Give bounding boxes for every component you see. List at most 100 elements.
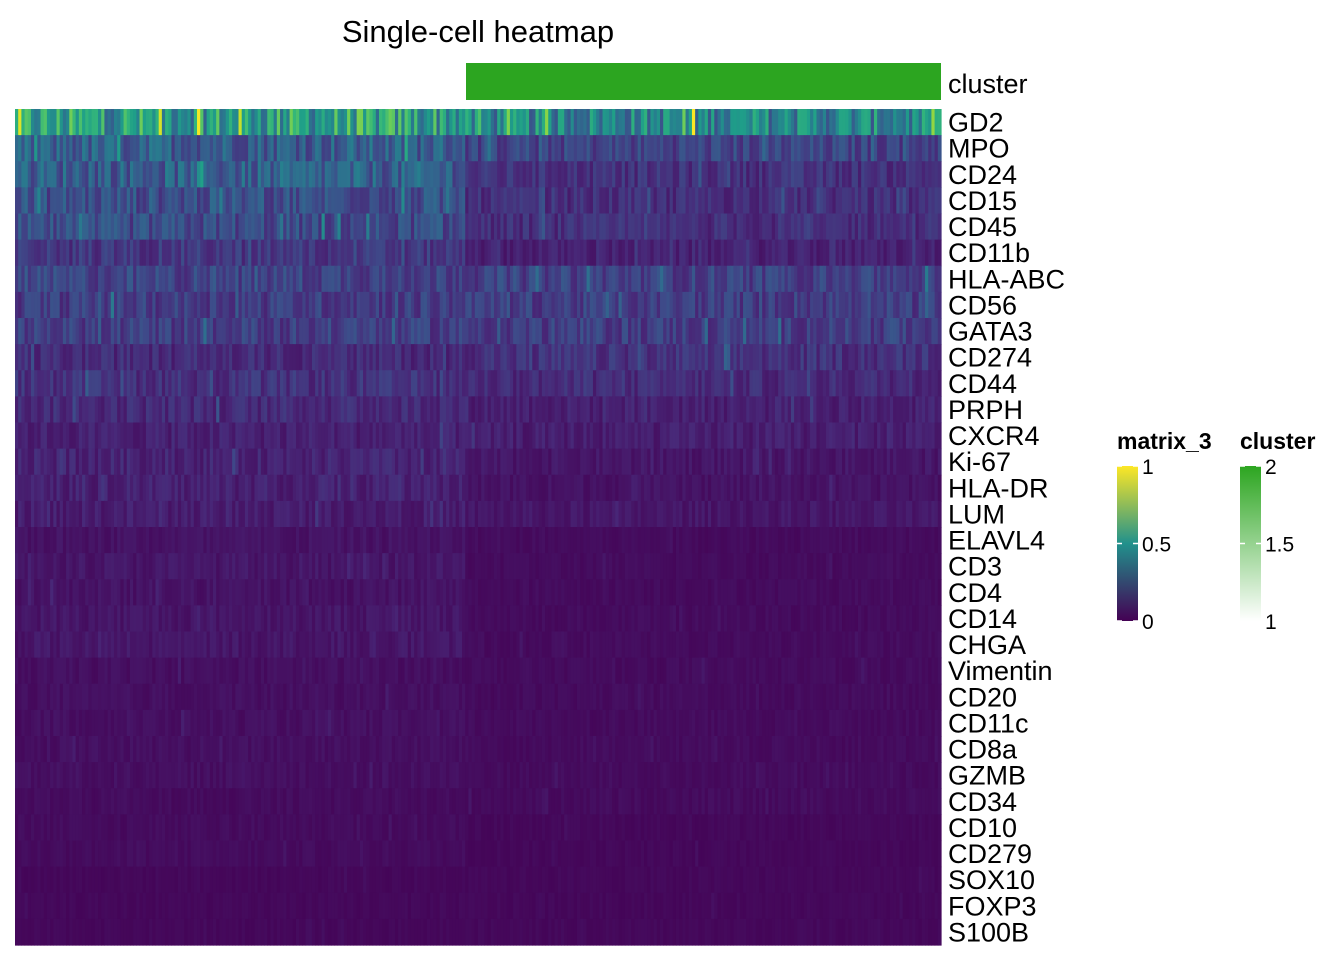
heatmap-cell — [513, 448, 517, 476]
heatmap-cell — [289, 161, 294, 188]
heatmap-cell — [129, 474, 134, 502]
heatmap-cell — [889, 109, 894, 136]
heatmap-cell — [267, 448, 272, 476]
heatmap-cell — [264, 161, 268, 188]
heatmap-cell — [519, 448, 524, 476]
heatmap-cell — [608, 500, 613, 528]
heatmap-cell — [21, 474, 26, 502]
heatmap-cell — [321, 344, 326, 371]
heatmap-cell — [318, 213, 323, 241]
heatmap-cell — [758, 109, 763, 136]
heatmap-cell — [474, 213, 479, 241]
heatmap-cell — [842, 213, 846, 241]
heatmap-cell — [430, 500, 434, 528]
heatmap-cell — [832, 318, 837, 345]
heatmap-cell — [519, 109, 524, 136]
heatmap-cell — [50, 265, 54, 293]
heatmap-cell — [315, 527, 319, 554]
heatmap-cell — [490, 448, 495, 476]
heatmap-cell — [334, 344, 339, 371]
heatmap-cell — [576, 474, 581, 502]
heatmap-cell — [394, 396, 399, 424]
heatmap-cell — [430, 109, 434, 136]
heatmap-cell — [695, 135, 699, 162]
heatmap-cell — [423, 500, 428, 528]
heatmap-cell — [589, 370, 594, 397]
heatmap-cell — [244, 422, 249, 450]
heatmap-cell — [631, 161, 636, 188]
heatmap-cell — [506, 527, 511, 554]
heatmap-cell — [388, 527, 393, 554]
heatmap-cell — [640, 344, 645, 371]
heatmap-cell — [449, 448, 454, 476]
heatmap-cell — [592, 370, 597, 397]
heatmap-cell — [621, 396, 626, 424]
heatmap-cell — [410, 187, 415, 215]
heatmap-cell — [40, 527, 45, 554]
heatmap-cell — [53, 318, 58, 345]
heatmap-cell — [209, 109, 214, 136]
heatmap-cell — [359, 291, 364, 319]
heatmap-cell — [615, 291, 620, 319]
heatmap-cell — [624, 500, 629, 528]
heatmap-cell — [372, 161, 377, 188]
heatmap-cell — [366, 239, 371, 267]
heatmap-cell — [46, 370, 51, 397]
heatmap-cell — [126, 527, 131, 554]
heatmap-cell — [752, 422, 757, 450]
heatmap-cell — [113, 187, 118, 215]
heatmap-cell — [608, 448, 613, 476]
heatmap-cell — [618, 135, 623, 162]
heatmap-cell — [98, 344, 102, 371]
heatmap-cell — [921, 370, 926, 397]
heatmap-cell — [315, 213, 319, 241]
heatmap-cell — [474, 474, 479, 502]
heatmap-cell — [551, 422, 556, 450]
heatmap-cell — [126, 396, 131, 424]
heatmap-cell — [94, 318, 99, 345]
heatmap-cell — [171, 396, 176, 424]
heatmap-cell — [928, 344, 933, 371]
heatmap-cell — [228, 448, 233, 476]
heatmap-cell — [656, 448, 661, 476]
heatmap-cell — [113, 500, 118, 528]
heatmap-cell — [372, 291, 377, 319]
heatmap-cell — [711, 396, 715, 424]
heatmap-cell — [532, 135, 537, 162]
heatmap-cell — [867, 318, 872, 345]
heatmap-cell — [209, 291, 214, 319]
heatmap-cell — [337, 109, 342, 136]
heatmap-cell — [886, 265, 891, 293]
heatmap-cell — [675, 318, 680, 345]
heatmap-cell — [161, 500, 166, 528]
heatmap-cell — [264, 213, 268, 241]
heatmap-cell — [576, 161, 581, 188]
heatmap-cell — [691, 422, 696, 450]
heatmap-cell — [931, 187, 936, 215]
heatmap-cell — [139, 370, 144, 397]
heatmap-cell — [570, 291, 575, 319]
heatmap-cell — [867, 527, 872, 554]
heatmap-cell — [822, 161, 827, 188]
heatmap-cell — [62, 187, 67, 215]
heatmap-cell — [228, 187, 233, 215]
heatmap-cell — [596, 291, 600, 319]
heatmap-cell — [704, 448, 709, 476]
heatmap-cell — [206, 448, 211, 476]
heatmap-cell — [273, 344, 278, 371]
heatmap-cell — [506, 396, 511, 424]
heatmap-cell — [15, 344, 19, 371]
heatmap-cell — [404, 422, 409, 450]
heatmap-cell — [765, 344, 770, 371]
heatmap-cell — [251, 291, 256, 319]
heatmap-cell — [790, 422, 795, 450]
heatmap-cell — [244, 187, 249, 215]
heatmap-cell — [30, 109, 35, 136]
heatmap-cell — [56, 500, 61, 528]
heatmap-cell — [928, 187, 933, 215]
heatmap-cell — [618, 500, 623, 528]
heatmap-cell — [660, 187, 664, 215]
heatmap-cell — [829, 474, 834, 502]
heatmap-cell — [82, 213, 86, 241]
heatmap-cell — [193, 135, 198, 162]
